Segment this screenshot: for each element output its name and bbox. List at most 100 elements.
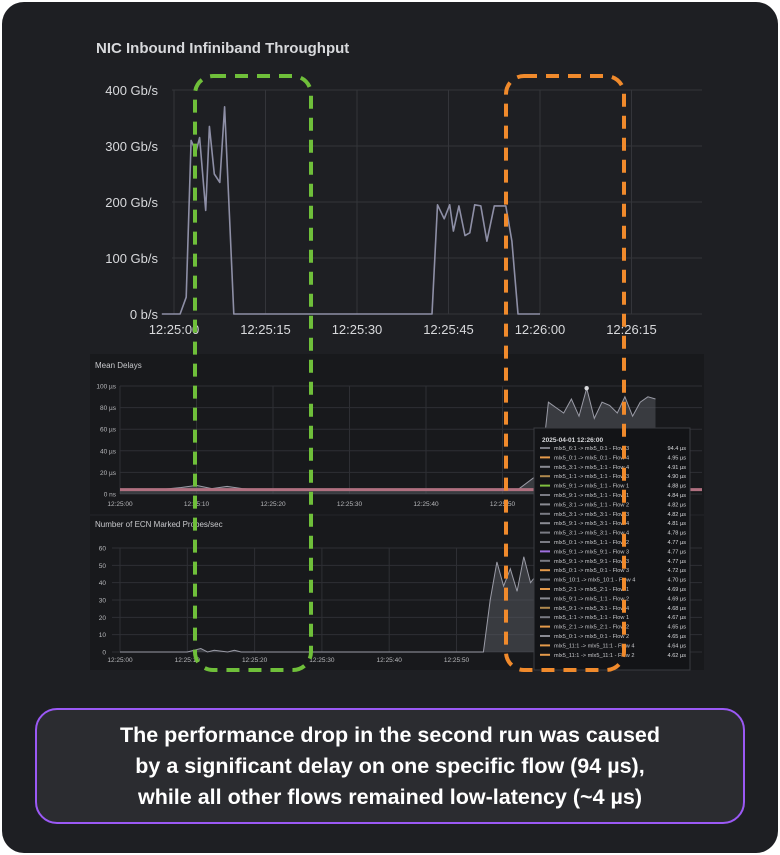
throughput-x-ticks: 12:25:00 12:25:15 12:25:30 12:25:45 12:26:00… <box>149 322 657 337</box>
tooltip-row-label: mlx5_1:1 -> mlx5_1:1 - Flow 3 <box>554 474 629 480</box>
tooltip-row-label: mlx5_1:1 -> mlx5_1:1 - Flow 1 <box>554 615 629 621</box>
tooltip-row-label: mlx5_0:1 -> mlx5_0:1 - Flow 3 <box>554 568 629 574</box>
throughput-x-tick-label: 12:26:15 <box>606 322 657 337</box>
throughput-grid <box>172 89 702 315</box>
tooltip-row-label: mlx5_11:1 -> mlx5_11:1 - Flow 2 <box>554 653 634 659</box>
tooltip-row-value: 4.65 µs <box>668 634 687 640</box>
mean-delays-title: Mean Delays <box>95 361 142 370</box>
throughput-chart-title: NIC Inbound Infiniband Throughput <box>96 40 350 57</box>
tooltip-row-value: 4.90 µs <box>668 474 687 480</box>
caption-line-2: by a significant delay on one specific f… <box>135 753 645 778</box>
ecn-x-tick-label: 12:25:10 <box>175 657 201 664</box>
caption-box: The performance drop in the second run w… <box>35 708 745 824</box>
tooltip-rows: mlx5_6:1 -> mlx5_0:1 - Flow 3 94.4 µs mlx5… <box>540 446 686 659</box>
tooltip-row-label: mlx5_9:1 -> mlx5_3:1 - Flow 4 <box>554 521 629 527</box>
ecn-y-tick-label: 0 <box>102 650 106 657</box>
tooltip-row-value: 4.77 µs <box>668 549 687 555</box>
tooltip-row-value: 4.65 µs <box>668 625 687 631</box>
tooltip-row-value: 4.68 µs <box>668 606 687 612</box>
tooltip-row-value: 4.95 µs <box>668 455 687 461</box>
ecn-x-tick-label: 12:25:30 <box>309 657 335 664</box>
tooltip-row-value: 4.69 µs <box>668 587 687 593</box>
caption-line-3: while all other flows remained low-laten… <box>137 784 643 809</box>
ecn-y-tick-label: 20 <box>99 615 107 622</box>
tooltip-time: 2025-04-01 12:26:00 <box>542 437 603 444</box>
tooltip-row-value: 4.78 µs <box>668 531 687 537</box>
mean-delays-y-tick-label: 100 µs <box>96 384 116 391</box>
ecn-series <box>120 556 538 653</box>
tooltip-row-label: mlx5_0:1 -> mlx5_0:1 - Flow 2 <box>554 634 629 640</box>
tooltip-row-label: mlx5_11:1 -> mlx5_11:1 - Flow 4 <box>554 643 634 649</box>
mean-delays-x-tick-label: 12:25:50 <box>490 501 516 508</box>
ecn-x-ticks: 12:25:00 12:25:10 12:25:20 12:25:30 12:25:40… <box>107 657 469 664</box>
tooltip-row-value: 4.72 µs <box>668 568 687 574</box>
tooltip-row-label: mlx5_9:1 -> mlx5_1:1 - Flow 1 <box>554 484 629 490</box>
ecn-y-tick-label: 60 <box>99 546 107 553</box>
tooltip-row-label: mlx5_0:1 -> mlx5_1:1 - Flow 2 <box>554 540 629 546</box>
tooltip-row-label: mlx5_2:1 -> mlx5_2:1 - Flow 1 <box>554 587 629 593</box>
throughput-y-tick-label: 300 Gb/s <box>105 139 158 154</box>
ecn-x-tick-label: 12:25:50 <box>444 657 470 664</box>
tooltip-row-value: 4.62 µs <box>668 653 687 659</box>
mean-delays-hover-point <box>584 385 589 391</box>
tooltip-row-value: 94.4 µs <box>668 446 687 452</box>
throughput-y-ticks: 0 b/s 100 Gb/s 200 Gb/s 300 Gb/s 400 Gb/s <box>105 83 158 322</box>
tooltip-row-value: 4.81 µs <box>668 521 687 527</box>
tooltip-row-label: mlx5_3:1 -> mlx5_1:1 - Flow 2 <box>554 502 629 508</box>
tooltip-row-value: 4.70 µs <box>668 578 687 584</box>
ecn-x-tick-label: 12:25:20 <box>242 657 268 664</box>
tooltip-row-value: 4.69 µs <box>668 596 687 602</box>
throughput-y-tick-label: 400 Gb/s <box>105 83 158 98</box>
tooltip-row-value: 4.77 µs <box>668 540 687 546</box>
throughput-x-tick-label: 12:25:30 <box>332 322 383 337</box>
ecn-y-tick-label: 40 <box>99 580 107 587</box>
ecn-y-ticks: 0 10 20 30 40 50 60 <box>99 546 107 657</box>
caption-text: The performance drop in the second run w… <box>120 720 660 813</box>
tooltip-row-label: mlx5_9:1 -> mlx5_9:1 - Flow 3 <box>554 559 629 565</box>
throughput-y-tick-label: 0 b/s <box>130 307 159 322</box>
ecn-series-area <box>120 556 538 652</box>
tooltip-row-label: mlx5_9:1 -> mlx5_1:1 - Flow 1 <box>554 493 629 499</box>
tooltip-row-value: 4.67 µs <box>668 615 687 621</box>
ecn-title: Number of ECN Marked Probes/sec <box>95 520 223 529</box>
tooltip-row-value: 4.91 µs <box>668 465 687 471</box>
throughput-y-tick-label: 200 Gb/s <box>105 195 158 210</box>
delay-tooltip: 2025-04-01 12:26:00 mlx5_6:1 -> mlx5_0:1… <box>533 427 691 671</box>
throughput-x-tick-label: 12:25:00 <box>149 322 200 337</box>
ecn-series-line <box>120 556 538 653</box>
tooltip-row-label: mlx5_9:1 -> mlx5_1:1 - Flow 2 <box>554 596 629 602</box>
throughput-series <box>161 106 540 315</box>
tooltip-row-value: 4.88 µs <box>668 484 687 490</box>
mean-delays-y-tick-label: 60 µs <box>100 427 117 434</box>
ecn-y-tick-label: 30 <box>99 598 107 605</box>
tooltip-row-label: mlx5_3:1 -> mlx5_3:1 - Flow 3 <box>554 512 629 518</box>
throughput-y-tick-label: 100 Gb/s <box>105 251 158 266</box>
tooltip-box <box>533 427 691 671</box>
mean-delays-y-tick-label: 0 ns <box>104 492 117 499</box>
throughput-x-tick-label: 12:25:15 <box>240 322 291 337</box>
tooltip-row-label: mlx5_9:1 -> mlx5_3:1 - Flow 4 <box>554 606 629 612</box>
tooltip-row-value: 4.64 µs <box>668 643 687 649</box>
tooltip-row-value: 4.84 µs <box>668 493 687 499</box>
mean-delays-x-tick-label: 12:25:00 <box>107 501 133 508</box>
ecn-x-tick-label: 12:25:00 <box>107 657 133 664</box>
mean-delays-y-tick-label: 80 µs <box>100 405 117 412</box>
ecn-y-tick-label: 10 <box>99 632 107 639</box>
mean-delays-x-tick-label: 12:25:30 <box>337 501 363 508</box>
mean-delays-y-ticks: 0 ns 20 µs 40 µs 60 µs 80 µs 100 µs <box>96 384 116 499</box>
mean-delays-x-tick-label: 12:25:40 <box>413 501 439 508</box>
tooltip-row-label: mlx5_10:1 -> mlx5_10:1 - Flow 4 <box>554 578 635 584</box>
tooltip-row-label: mlx5_2:1 -> mlx5_2:1 - Flow 2 <box>554 625 629 631</box>
tooltip-row-value: 4.77 µs <box>668 559 687 565</box>
tooltip-row-label: mlx5_0:1 -> mlx5_0:1 - Flow 4 <box>554 455 629 461</box>
tooltip-row-label: mlx5_9:1 -> mlx5_9:1 - Flow 3 <box>554 549 629 555</box>
mean-delays-y-tick-label: 20 µs <box>100 470 117 477</box>
second-run-highlight <box>504 74 626 672</box>
tooltip-row-value: 4.82 µs <box>668 512 687 518</box>
tooltip-row-label: mlx5_3:1 -> mlx5_3:1 - Flow 4 <box>554 531 629 537</box>
ecn-y-tick-label: 50 <box>99 563 107 570</box>
tooltip-row-label: mlx5_3:1 -> mlx5_1:1 - Flow 4 <box>554 465 629 471</box>
tooltip-row-label: mlx5_6:1 -> mlx5_0:1 - Flow 3 <box>554 446 629 452</box>
chart-canvas: 0 b/s 100 Gb/s 200 Gb/s 300 Gb/s 400 Gb/s 12… <box>90 74 704 672</box>
